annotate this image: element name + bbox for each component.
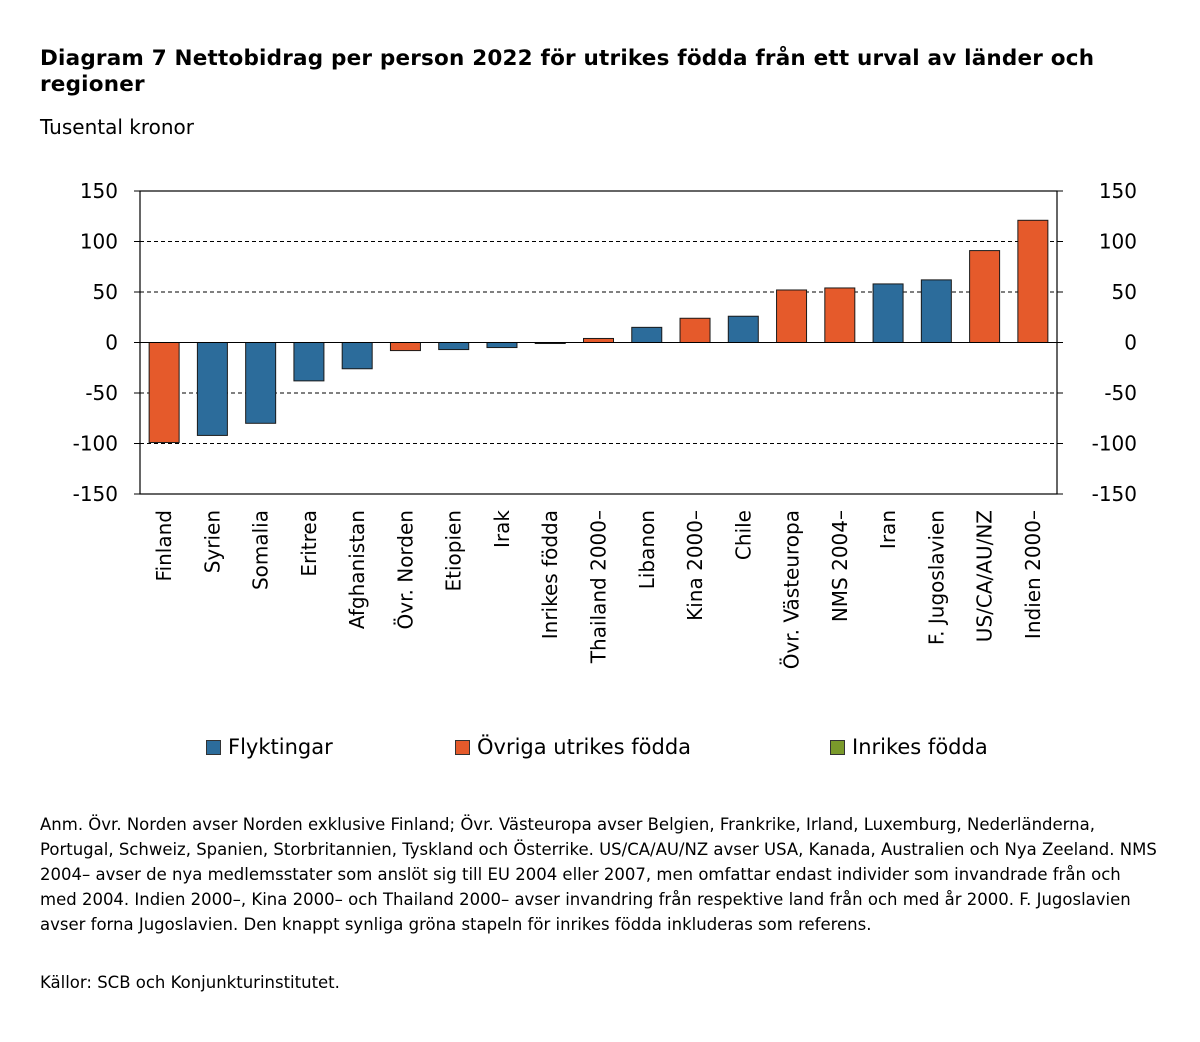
category-label: Libanon [635,510,659,589]
bar-5 [389,342,421,352]
category-label: Övr. Västeuropa [780,510,804,669]
legend-swatch-inrikes [830,739,845,755]
legend-swatch-ovriga [455,739,470,755]
legend-label-ovriga: Övriga utrikes födda [477,735,692,759]
bar-1 [196,342,228,436]
category-label: Kina 2000– [683,510,707,621]
bar-9 [583,337,614,343]
chart-title: Diagram 7 Nettobidrag per person 2022 fö… [40,46,1095,97]
bar-0 [148,342,180,443]
y-tick-label-left: -150 [73,482,118,506]
legend-label-flyktingar: Flyktingar [228,735,333,759]
legend-label-inrikes: Inrikes födda [852,735,988,759]
bar-18 [1017,219,1049,343]
category-label: F. Jugoslavien [924,510,948,645]
bar-chart: 150 150 100 100 50 50 0 0 -50 -50 -100 -100 -150 -150… [73,179,1137,669]
y-tick-label-left: 150 [80,179,118,203]
bar-7 [486,342,518,349]
category-label: Iran [876,510,900,549]
category-label: Eritrea [297,510,321,577]
bar-12 [727,315,759,343]
legend-item-inrikes: Inrikes födda [830,735,988,759]
y-tick-label-right: 100 [1099,230,1137,254]
category-label: Irak [490,510,514,548]
bar-16 [920,279,952,344]
y-tick-label-left: 50 [93,280,118,304]
y-tick-label-left: 100 [80,230,118,254]
category-label: Indien 2000– [1021,510,1045,639]
category-label: Chile [731,510,755,560]
y-tick-label-right: -50 [1104,381,1137,405]
y-tick-label-right: -100 [1092,432,1137,456]
legend-item-ovriga: Övriga utrikes födda [455,735,691,759]
category-label: Thailand 2000– [587,510,611,664]
category-label: Syrien [200,510,224,573]
footnote: Anm. Övr. Norden avser Norden exklusive … [40,815,1157,934]
category-label: Etiopien [442,510,466,592]
bar-3 [293,342,325,382]
bar-17 [969,250,1001,343]
category-label: Somalia [249,510,273,590]
category-label: Finland [152,510,176,581]
y-tick-label-left: -100 [73,432,118,456]
y-tick-label-right: -150 [1092,482,1137,506]
y-tick-label-left: 0 [105,331,118,355]
bar-10 [631,326,663,344]
bar-4 [341,342,373,370]
category-label: Övr. Norden [393,510,417,629]
bar-15 [872,283,904,344]
y-tick-label-right: 150 [1099,179,1137,203]
category-label: Inrikes födda [538,510,562,639]
y-tick-label-right: 0 [1124,331,1137,355]
y-tick-label-left: -50 [85,381,118,405]
bar-11 [679,317,711,344]
source-note: Källor: SCB och Konjunkturinstitutet. [40,973,340,992]
bar-6 [438,342,470,351]
bar-14 [824,287,856,343]
category-label: Afghanistan [345,510,369,629]
y-tick-label-right: 50 [1112,280,1137,304]
legend-item-flyktingar: Flyktingar [206,735,333,759]
category-label: NMS 2004– [828,510,852,622]
legend: Flyktingar Övriga utrikes födda Inrikes … [0,735,1200,765]
bar-2 [245,342,277,424]
bar-13 [776,289,808,344]
chart-subtitle: Tusental kronor [40,115,195,139]
legend-swatch-flyktingar [206,739,221,755]
category-label: US/CA/AU/NZ [973,510,997,642]
